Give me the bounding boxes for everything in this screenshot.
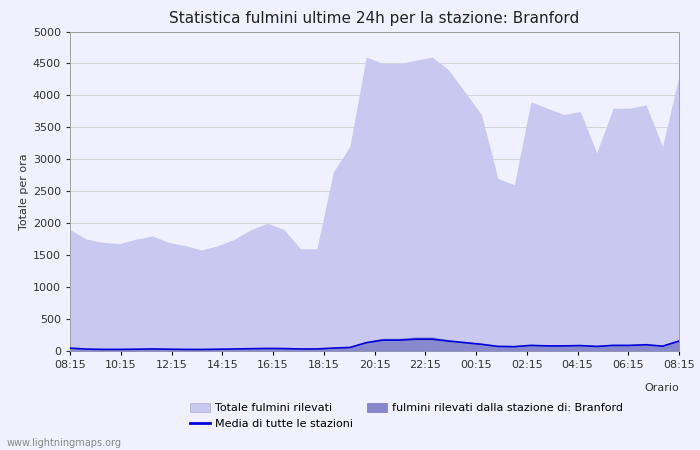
Legend: Totale fulmini rilevati, Media di tutte le stazioni, fulmini rilevati dalla staz: Totale fulmini rilevati, Media di tutte … [186,398,627,433]
Title: Statistica fulmini ultime 24h per la stazione: Branford: Statistica fulmini ultime 24h per la sta… [169,11,580,26]
Text: www.lightningmaps.org: www.lightningmaps.org [7,438,122,448]
Text: Orario: Orario [644,383,679,393]
Y-axis label: Totale per ora: Totale per ora [19,153,29,230]
